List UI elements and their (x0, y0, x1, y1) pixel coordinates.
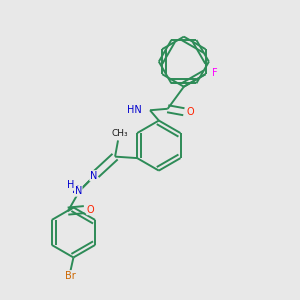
Text: N: N (75, 186, 82, 196)
Text: O: O (187, 107, 194, 117)
Text: N: N (90, 171, 97, 181)
Text: H: H (67, 180, 74, 190)
Text: O: O (87, 205, 94, 214)
Text: H: H (72, 185, 79, 195)
Text: HN: HN (127, 105, 142, 115)
Text: Br: Br (64, 271, 75, 281)
Text: CH₃: CH₃ (111, 130, 128, 139)
Text: F: F (212, 68, 217, 78)
